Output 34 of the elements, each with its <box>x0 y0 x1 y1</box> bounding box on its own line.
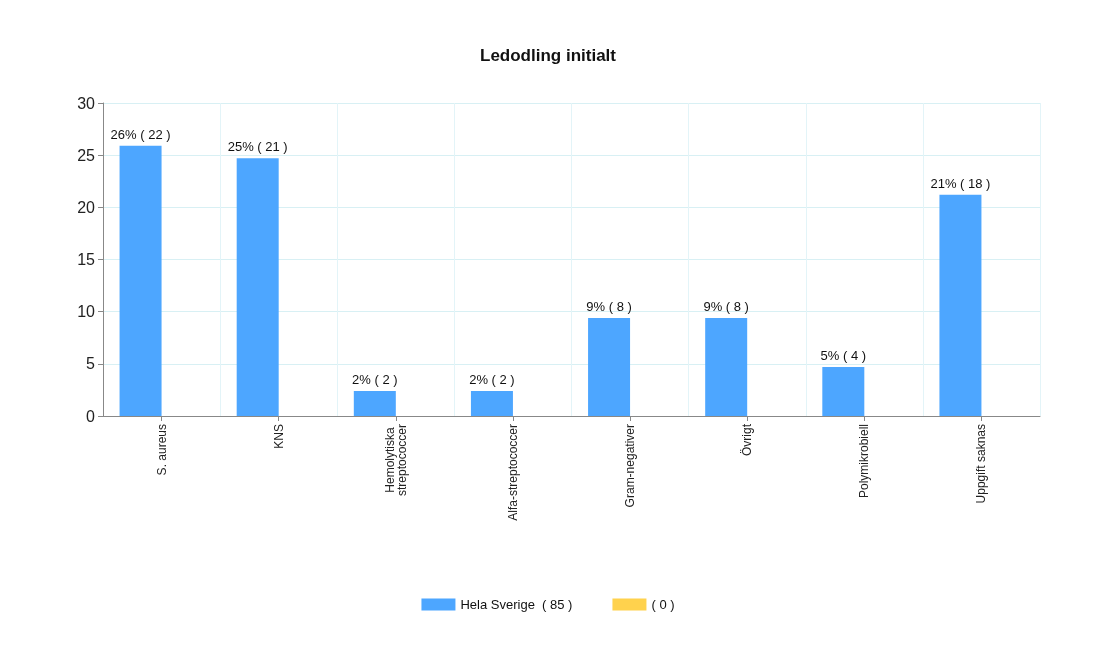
bar <box>119 145 162 416</box>
legend-label: Hela Sverige ( 85 ) <box>460 597 573 612</box>
bar <box>236 158 279 416</box>
data-label: 21% ( 18 ) <box>930 175 991 191</box>
x-tick-label: Övrigt <box>740 423 755 457</box>
data-label: 2% ( 2 ) <box>352 371 398 387</box>
data-label: 9% ( 8 ) <box>703 298 749 314</box>
bar <box>939 194 982 416</box>
y-tick-label: 30 <box>77 94 96 112</box>
data-label: 26% ( 22 ) <box>110 126 171 142</box>
y-tick-label: 20 <box>77 198 96 216</box>
x-tick-label: S. aureus <box>154 424 169 476</box>
bar <box>588 317 631 416</box>
y-tick-label: 0 <box>86 407 96 425</box>
y-tick-label: 15 <box>77 251 96 268</box>
x-tick-label: Alfa-streptococcer <box>505 424 520 521</box>
x-tick-label: KNS <box>271 424 286 449</box>
bar <box>822 366 865 416</box>
bar <box>470 390 513 416</box>
y-tick-label: 10 <box>77 303 96 321</box>
data-label: 5% ( 4 ) <box>820 347 867 363</box>
bar <box>353 390 396 416</box>
x-tick-label: Uppgift saknas <box>974 424 989 504</box>
x-tick-label: Polymikrobiell <box>857 424 872 499</box>
legend-label: ( 0 ) <box>651 597 675 612</box>
data-label: 25% ( 21 ) <box>227 139 288 155</box>
y-tick-label: 5 <box>86 355 96 373</box>
chart-title: Ledodling initialt <box>480 46 617 65</box>
x-tick-label: Gram-negativer <box>623 424 638 508</box>
y-tick-label: 25 <box>77 146 96 164</box>
data-label: 9% ( 8 ) <box>586 298 632 314</box>
data-label: 2% ( 2 ) <box>469 371 515 387</box>
x-tick-label: Hemolytiska streptococcer <box>382 424 409 497</box>
bar <box>705 317 748 416</box>
